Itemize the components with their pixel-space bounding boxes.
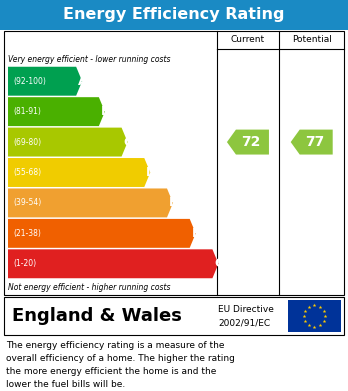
Text: (1-20): (1-20): [13, 259, 36, 268]
Text: Potential: Potential: [292, 36, 332, 45]
Text: (55-68): (55-68): [13, 168, 41, 177]
Polygon shape: [291, 129, 333, 154]
Bar: [4, 31, 344, 295]
Polygon shape: [8, 158, 150, 187]
Polygon shape: [8, 188, 173, 217]
Text: Energy Efficiency Rating: Energy Efficiency Rating: [63, 7, 285, 23]
Polygon shape: [8, 127, 128, 156]
Text: E: E: [169, 196, 177, 210]
Text: C: C: [124, 136, 133, 149]
Text: The energy efficiency rating is a measure of the
overall efficiency of a home. T: The energy efficiency rating is a measur…: [6, 341, 235, 389]
Text: EU Directive
2002/91/EC: EU Directive 2002/91/EC: [218, 305, 274, 327]
Text: A: A: [78, 75, 88, 88]
Text: (92-100): (92-100): [13, 77, 46, 86]
Text: Current: Current: [231, 36, 265, 45]
Text: Not energy efficient - higher running costs: Not energy efficient - higher running co…: [8, 283, 171, 292]
Text: G: G: [214, 257, 225, 270]
Text: B: B: [101, 105, 110, 118]
Bar: [288, 300, 341, 332]
Text: (39-54): (39-54): [13, 198, 41, 208]
Polygon shape: [8, 219, 196, 248]
Polygon shape: [227, 129, 269, 154]
Polygon shape: [8, 67, 82, 96]
Text: D: D: [146, 166, 157, 179]
Text: Very energy efficient - lower running costs: Very energy efficient - lower running co…: [8, 54, 171, 63]
Text: 72: 72: [241, 135, 261, 149]
Polygon shape: [8, 249, 219, 278]
Bar: [4, 297, 344, 335]
Text: (21-38): (21-38): [13, 229, 41, 238]
Text: (69-80): (69-80): [13, 138, 41, 147]
Bar: [0, 0, 348, 30]
Text: England & Wales: England & Wales: [12, 307, 182, 325]
Text: (81-91): (81-91): [13, 107, 41, 116]
Polygon shape: [8, 97, 105, 126]
Text: 77: 77: [305, 135, 324, 149]
Text: F: F: [192, 227, 200, 240]
